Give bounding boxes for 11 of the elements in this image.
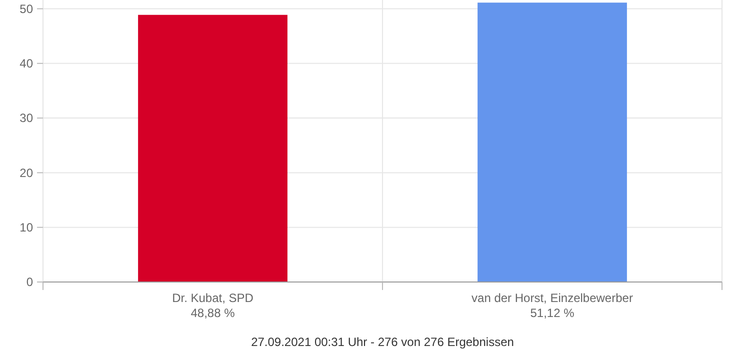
y-tick-label: 30 (20, 111, 34, 126)
y-tick-label: 0 (26, 275, 34, 290)
text: 27.09.2021 00:31 Uhr - 276 von 276 Ergebnissen (251, 335, 514, 349)
data-label: 51,12 % (530, 306, 575, 320)
y-tick-label: 10 (20, 220, 34, 235)
y-tick-label: 20 (20, 166, 34, 180)
y-tick-label: 40 (20, 56, 34, 71)
x-tick-label: van der Horst, Einzelbewerber (472, 291, 633, 305)
y-tick-label: 50 (20, 2, 34, 16)
data-label: 48,88 % (190, 306, 236, 320)
x-tick-label: Dr. Kubat, SPD (172, 291, 254, 305)
